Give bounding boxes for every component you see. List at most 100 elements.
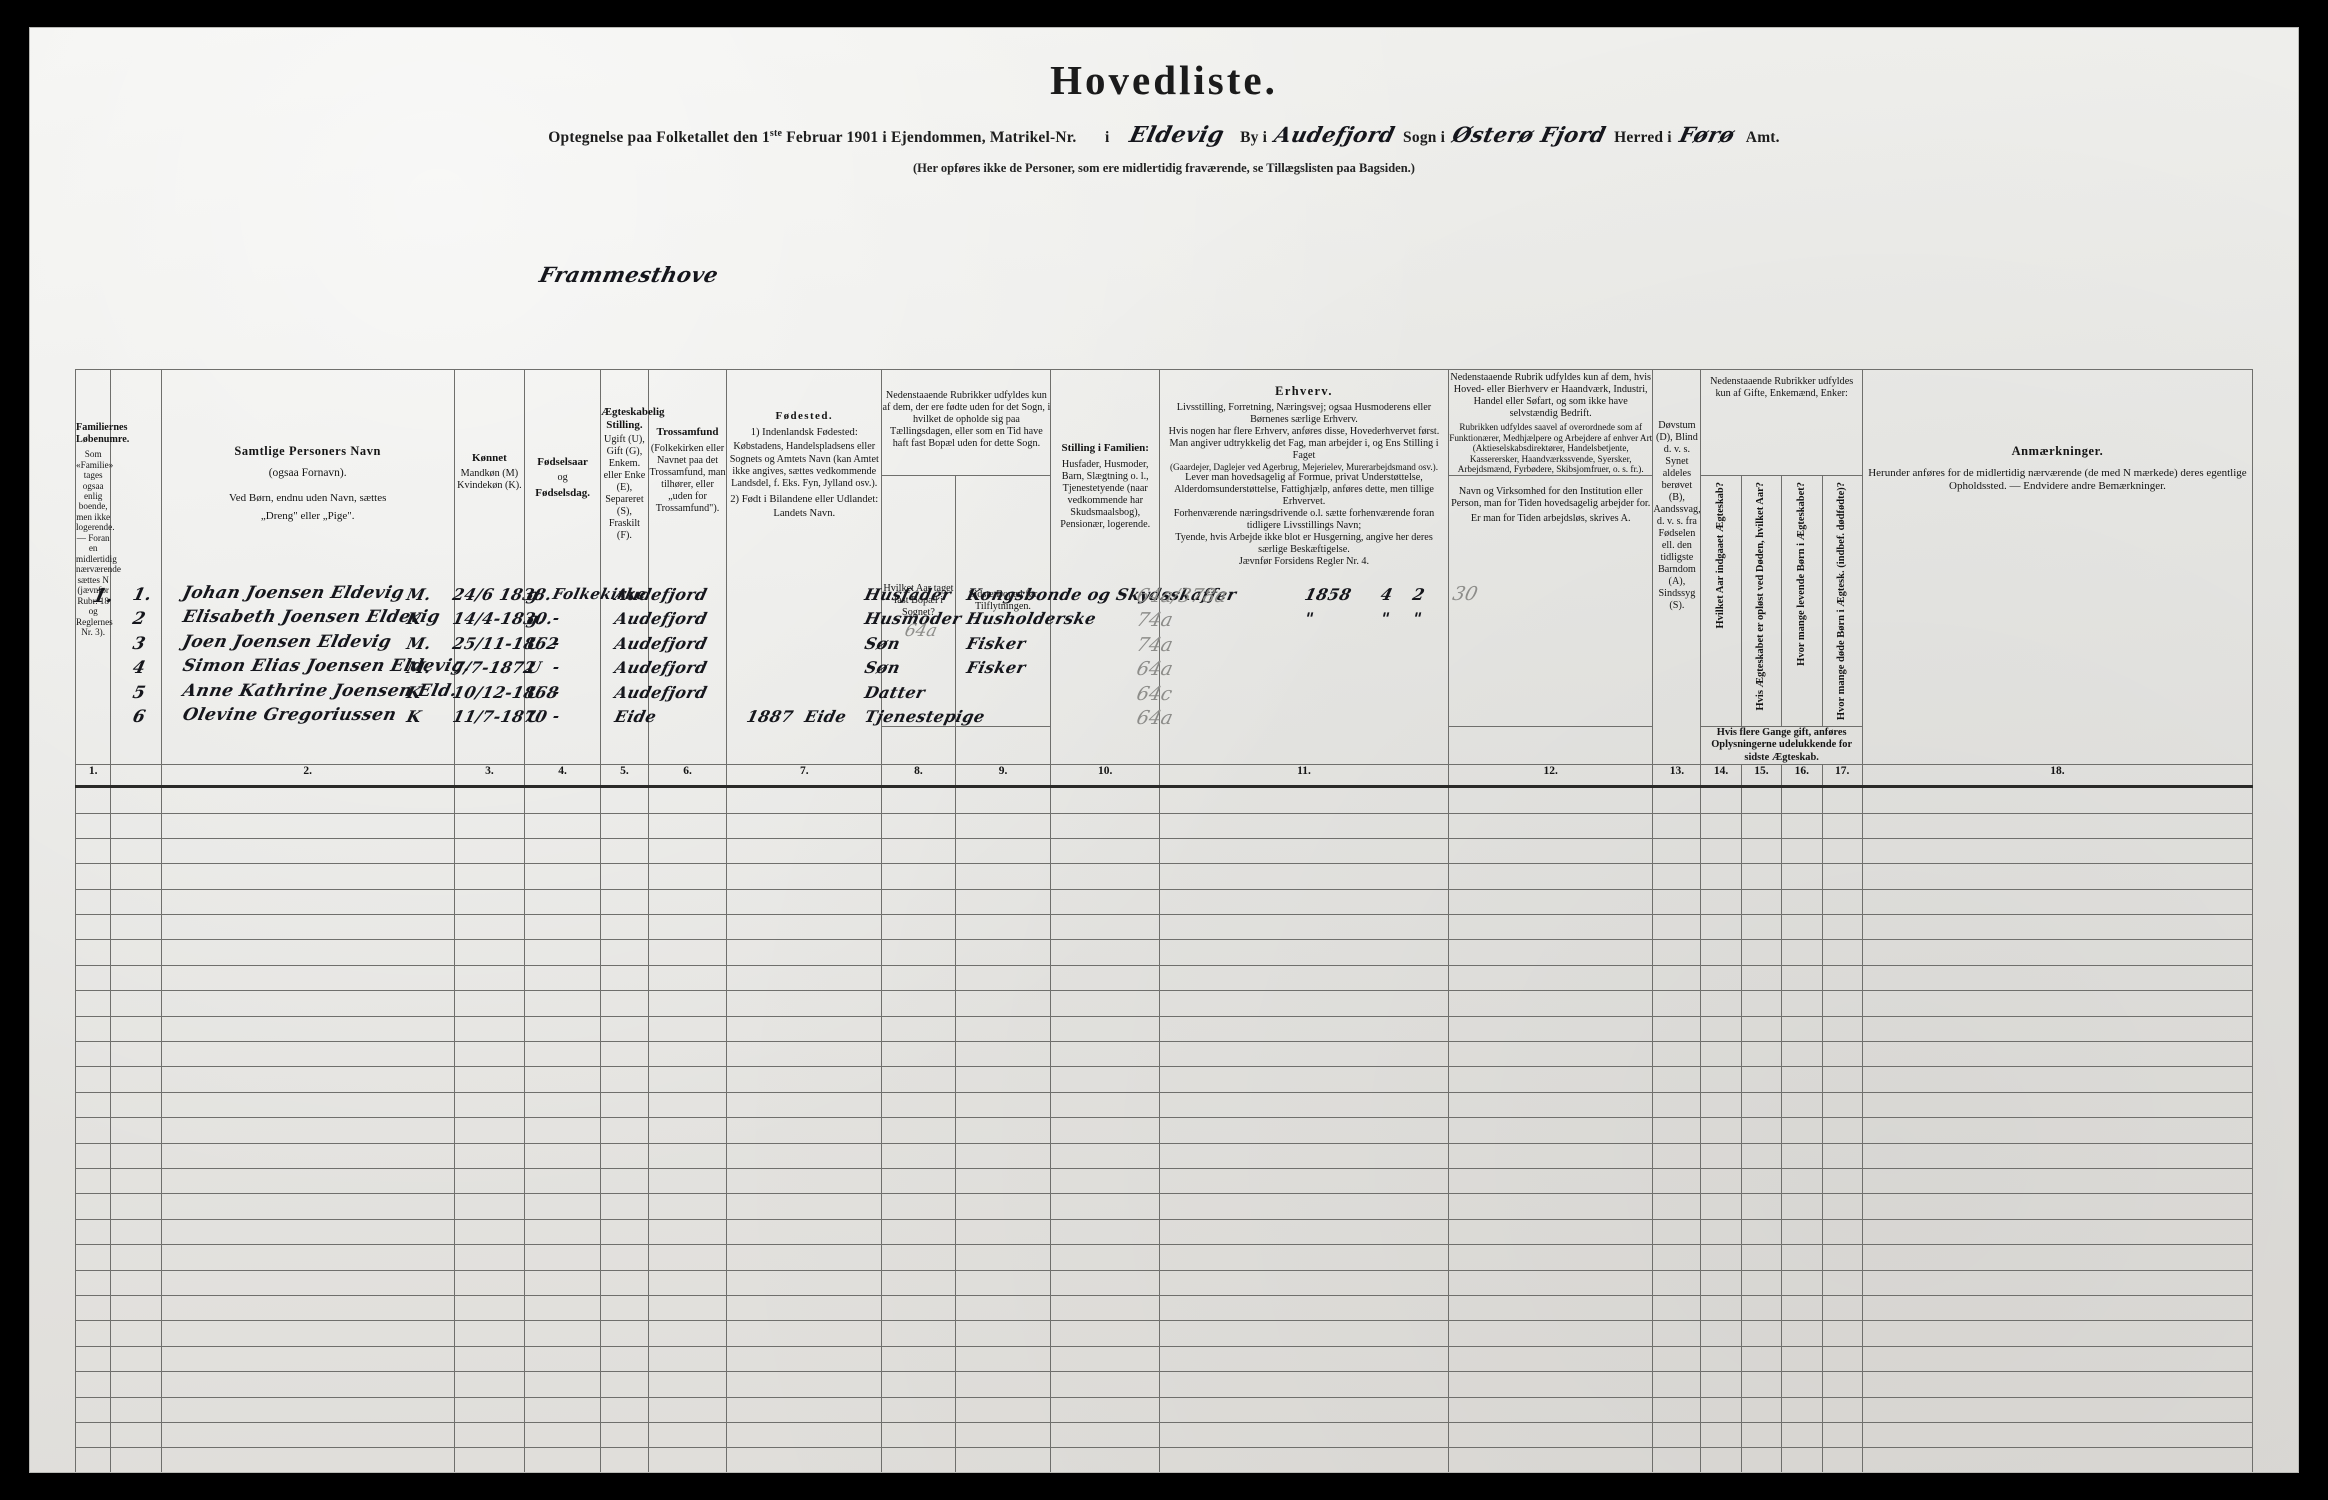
table-cell[interactable]: [1159, 1167, 1449, 1195]
table-cell[interactable]: [1447, 1066, 1654, 1093]
table-cell[interactable]: [74, 1066, 112, 1093]
table-cell[interactable]: [726, 1015, 883, 1043]
table-cell[interactable]: [1700, 1421, 1742, 1449]
table-cell[interactable]: [453, 1244, 526, 1271]
table-cell[interactable]: [1781, 1244, 1823, 1271]
table-cell[interactable]: [1700, 1167, 1742, 1195]
table-cell[interactable]: [1652, 888, 1702, 916]
table-cell[interactable]: [1447, 1371, 1654, 1398]
table-cell[interactable]: [954, 964, 1052, 992]
table-cell[interactable]: [1447, 1320, 1654, 1347]
table-cell[interactable]: [74, 914, 112, 941]
table-cell[interactable]: [726, 990, 883, 1017]
table-cell[interactable]: [524, 1015, 601, 1043]
table-cell[interactable]: [599, 1244, 649, 1271]
table-cell[interactable]: [160, 1269, 455, 1296]
table-cell[interactable]: [954, 939, 1052, 966]
table-cell[interactable]: [160, 1320, 455, 1347]
table-cell[interactable]: [453, 1396, 526, 1423]
table-cell[interactable]: [881, 863, 956, 890]
table-cell[interactable]: [1861, 939, 2254, 966]
table-cell[interactable]: [1781, 939, 1823, 966]
table-cell[interactable]: [1652, 1167, 1702, 1195]
table-cell[interactable]: [453, 1218, 526, 1246]
table-cell[interactable]: [954, 837, 1052, 865]
table-cell[interactable]: [1861, 786, 2254, 814]
table-cell[interactable]: [647, 1396, 728, 1423]
table-cell[interactable]: [1861, 1066, 2254, 1093]
table-cell[interactable]: [647, 1269, 728, 1296]
table-cell[interactable]: [954, 1447, 1052, 1472]
table-cell[interactable]: [1821, 1421, 1863, 1449]
table-cell[interactable]: [1050, 1041, 1160, 1068]
table-cell[interactable]: [1740, 786, 1783, 814]
table-cell[interactable]: [726, 1167, 883, 1195]
table-cell[interactable]: [1159, 1142, 1449, 1169]
table-cell[interactable]: [1159, 1320, 1449, 1347]
table-cell[interactable]: [453, 990, 526, 1017]
table-cell[interactable]: [881, 1117, 956, 1144]
table-cell[interactable]: [647, 990, 728, 1017]
table-cell[interactable]: [453, 1371, 526, 1398]
table-cell[interactable]: [1740, 914, 1783, 941]
table-cell[interactable]: [881, 1371, 956, 1398]
table-cell[interactable]: [1159, 1091, 1449, 1119]
table-cell[interactable]: [1700, 1091, 1742, 1119]
table-cell[interactable]: [1821, 1091, 1863, 1119]
table-row[interactable]: [74, 1244, 2254, 1271]
table-cell[interactable]: [726, 1447, 883, 1472]
table-cell[interactable]: [881, 837, 956, 865]
table-cell[interactable]: [1781, 1167, 1823, 1195]
table-cell[interactable]: [1861, 888, 2254, 916]
table-cell[interactable]: [1740, 1193, 1783, 1220]
table-cell[interactable]: [453, 863, 526, 890]
table-cell[interactable]: [647, 1294, 728, 1322]
table-cell[interactable]: [1700, 888, 1742, 916]
table-cell[interactable]: [110, 1396, 162, 1423]
table-cell[interactable]: [110, 1320, 162, 1347]
table-cell[interactable]: [1159, 786, 1449, 814]
table-cell[interactable]: [1447, 1244, 1654, 1271]
table-cell[interactable]: [954, 1345, 1052, 1373]
table-cell[interactable]: [954, 914, 1052, 941]
table-cell[interactable]: [954, 1218, 1052, 1246]
table-cell[interactable]: [110, 1294, 162, 1322]
table-cell[interactable]: [954, 1167, 1052, 1195]
table-cell[interactable]: [524, 1167, 601, 1195]
table-cell[interactable]: [1821, 990, 1863, 1017]
table-cell[interactable]: [1861, 837, 2254, 865]
table-cell[interactable]: [1700, 964, 1742, 992]
table-row[interactable]: [74, 990, 2254, 1017]
table-cell[interactable]: [599, 863, 649, 890]
table-cell[interactable]: [1861, 1447, 2254, 1472]
table-cell[interactable]: [1740, 863, 1783, 890]
table-cell[interactable]: [74, 888, 112, 916]
table-cell[interactable]: [1821, 1371, 1863, 1398]
table-cell[interactable]: [599, 1193, 649, 1220]
table-cell[interactable]: [1652, 990, 1702, 1017]
table-cell[interactable]: [74, 786, 112, 814]
table-cell[interactable]: [599, 837, 649, 865]
table-cell[interactable]: [160, 1218, 455, 1246]
table-cell[interactable]: [110, 1421, 162, 1449]
table-cell[interactable]: [881, 1447, 956, 1472]
table-cell[interactable]: [74, 1015, 112, 1043]
table-cell[interactable]: [726, 1294, 883, 1322]
table-cell[interactable]: [1652, 1244, 1702, 1271]
table-cell[interactable]: [1740, 1117, 1783, 1144]
table-cell[interactable]: [1050, 1294, 1160, 1322]
table-cell[interactable]: [453, 888, 526, 916]
table-cell[interactable]: [647, 786, 728, 814]
table-cell[interactable]: [524, 1345, 601, 1373]
table-cell[interactable]: [881, 1193, 956, 1220]
table-cell[interactable]: [524, 786, 601, 814]
table-cell[interactable]: [453, 1193, 526, 1220]
table-cell[interactable]: [1050, 1320, 1160, 1347]
table-cell[interactable]: [1740, 939, 1783, 966]
table-cell[interactable]: [881, 1421, 956, 1449]
table-cell[interactable]: [1652, 939, 1702, 966]
table-cell[interactable]: [1861, 1015, 2254, 1043]
table-row[interactable]: [74, 1320, 2254, 1347]
table-cell[interactable]: [160, 786, 455, 814]
table-cell[interactable]: [1652, 1066, 1702, 1093]
